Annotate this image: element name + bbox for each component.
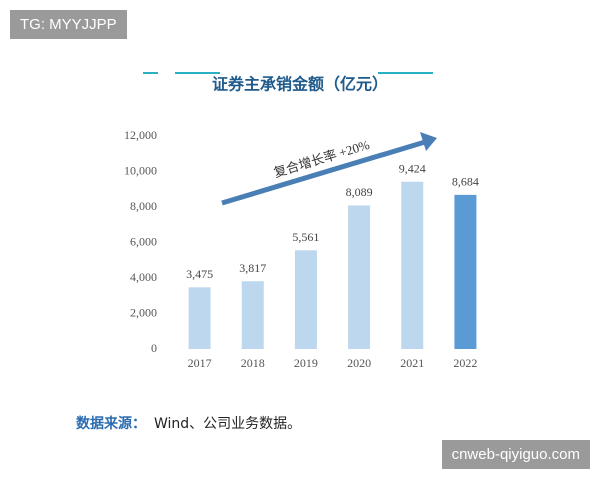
y-tick-label: 0 bbox=[151, 341, 157, 355]
x-tick-label: 2021 bbox=[400, 356, 424, 370]
bar bbox=[454, 194, 477, 349]
chart-title: 证券主承销金额（亿元） bbox=[212, 75, 388, 94]
bar bbox=[241, 281, 264, 349]
value-label: 8,684 bbox=[452, 175, 479, 189]
growth-arrow-head bbox=[420, 132, 437, 151]
x-tick-label: 2017 bbox=[188, 356, 212, 370]
bar bbox=[294, 250, 317, 349]
x-tick-label: 2022 bbox=[453, 356, 477, 370]
bar bbox=[348, 205, 371, 349]
value-label: 8,089 bbox=[346, 185, 373, 199]
bar bbox=[188, 287, 211, 349]
growth-arrow bbox=[221, 139, 426, 206]
y-tick-label: 8,000 bbox=[130, 199, 157, 213]
source-label: 数据来源： bbox=[76, 415, 146, 432]
y-tick-label: 4,000 bbox=[130, 270, 157, 284]
value-label: 3,475 bbox=[186, 267, 213, 281]
watermark: cnweb-qiyiguo.com bbox=[441, 440, 590, 469]
x-tick-label: 2020 bbox=[347, 356, 371, 370]
value-label: 3,817 bbox=[239, 261, 266, 275]
watermark: TG: MYYJJPP bbox=[10, 10, 127, 39]
x-tick-label: 2019 bbox=[294, 356, 318, 370]
value-label: 5,561 bbox=[292, 230, 319, 244]
y-tick-label: 6,000 bbox=[130, 234, 157, 248]
y-tick-label: 10,000 bbox=[124, 163, 157, 177]
x-tick-label: 2018 bbox=[241, 356, 265, 370]
y-tick-label: 12,000 bbox=[124, 128, 157, 142]
bar bbox=[401, 181, 424, 349]
source-text: Wind、公司业务数据。 bbox=[154, 416, 301, 432]
value-label: 9,424 bbox=[399, 161, 426, 175]
y-tick-label: 2,000 bbox=[130, 305, 157, 319]
